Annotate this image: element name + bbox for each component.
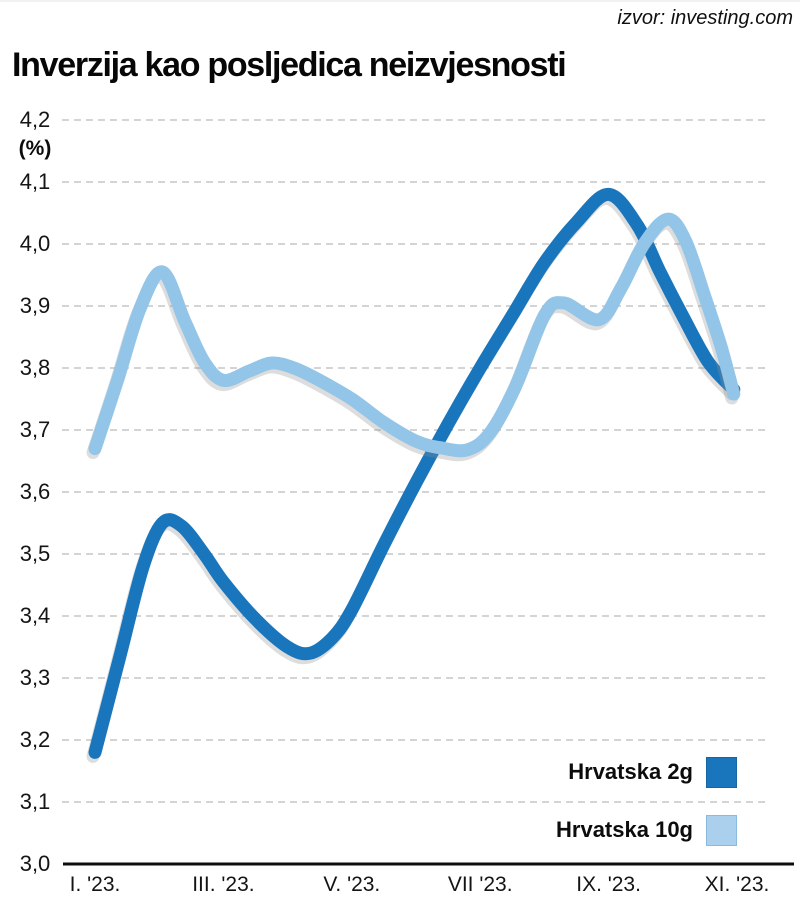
y-axis-tick-label: 4,1 bbox=[19, 169, 51, 194]
x-axis-tick-label: V. '23. bbox=[323, 873, 381, 896]
y-axis-unit-label: (%) bbox=[18, 137, 52, 160]
y-axis-tick-label: 3,0 bbox=[19, 851, 51, 876]
legend-item-hrvatska-10g: Hrvatska 10g bbox=[556, 812, 737, 848]
legend-label-hrvatska-10g: Hrvatska 10g bbox=[556, 817, 693, 842]
x-axis-tick-label: IX. '23. bbox=[576, 873, 641, 896]
y-axis-tick-label: 3,6 bbox=[19, 479, 51, 504]
y-axis-tick-label: 3,5 bbox=[19, 541, 51, 566]
y-axis-tick-label: 4,2 bbox=[19, 107, 51, 132]
y-axis-tick-label: 3,2 bbox=[19, 727, 51, 752]
x-axis-tick-label: I. '23. bbox=[69, 873, 121, 896]
y-axis-tick-label: 4,0 bbox=[19, 231, 51, 256]
legend-swatch-hrvatska-10g bbox=[706, 814, 737, 846]
y-axis-tick-label: 3,7 bbox=[19, 417, 51, 442]
y-axis-tick-label: 3,3 bbox=[19, 665, 51, 690]
y-axis-tick-label: 3,8 bbox=[19, 355, 51, 380]
x-axis-tick-label: III. '23. bbox=[192, 873, 255, 896]
legend-item-hrvatska-2g: Hrvatska 2g bbox=[568, 754, 737, 790]
line-hrvatska-2g bbox=[88, 187, 741, 759]
y-axis-tick-label: 3,1 bbox=[19, 789, 51, 814]
x-axis-tick-label: VII '23. bbox=[447, 873, 513, 896]
y-axis-tick-label: 3,4 bbox=[19, 603, 51, 628]
legend-swatch-hrvatska-2g bbox=[706, 756, 737, 788]
y-axis-tick-label: 3,9 bbox=[19, 293, 51, 318]
line-hrvatska-10g bbox=[88, 212, 741, 458]
x-axis-tick-label: XI. '23. bbox=[704, 873, 770, 896]
legend-label-hrvatska-2g: Hrvatska 2g bbox=[568, 759, 693, 784]
source-credit: izvor: investing.com bbox=[617, 7, 793, 29]
chart-title: Inverzija kao posljedica neizvjesnosti bbox=[12, 46, 567, 84]
